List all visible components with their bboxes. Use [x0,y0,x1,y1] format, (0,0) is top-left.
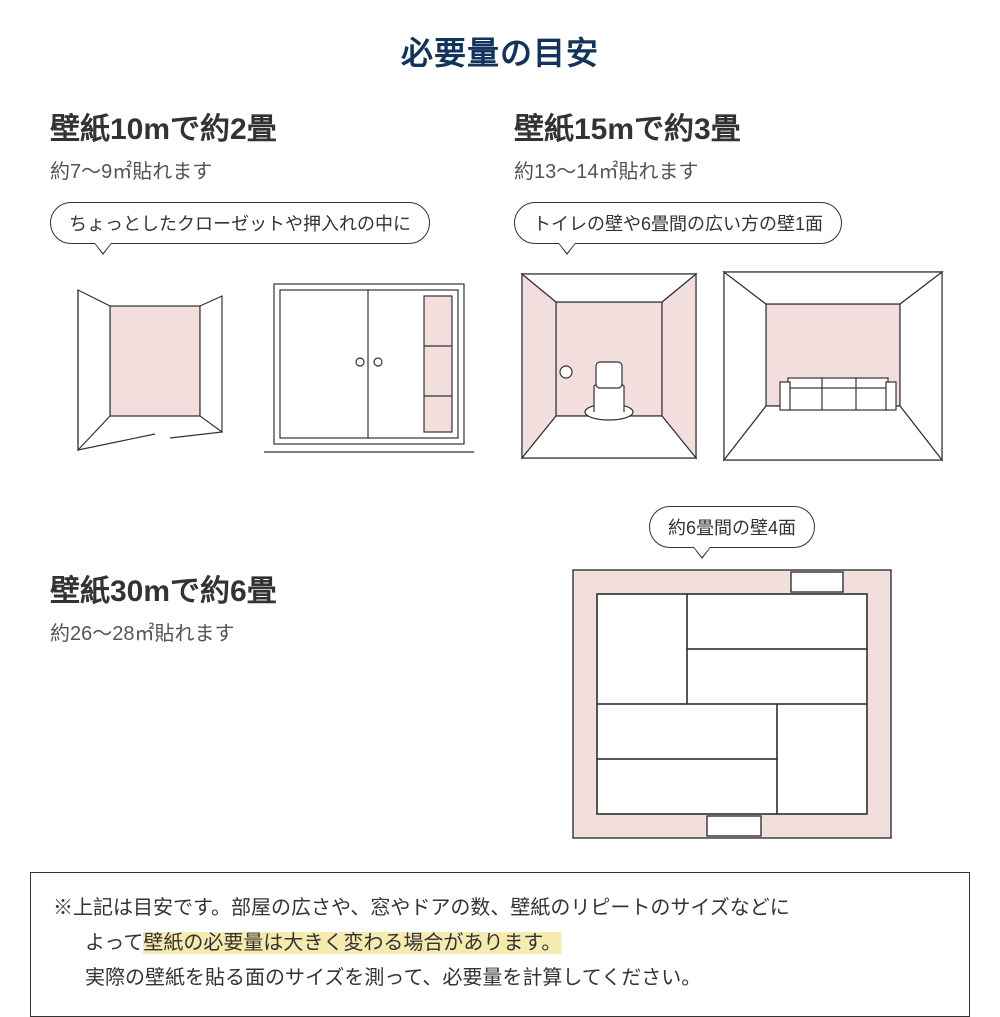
oshiire-illustration [264,266,474,466]
notice-highlight: 壁紙の必要量は大きく変わる場合があります。 [143,932,561,954]
section-15m: 壁紙15mで約3畳 約13〜14㎡貼れます トイレの壁や6畳間の広い方の壁1面 [514,110,950,466]
section-10m-title: 壁紙10mで約2畳 [50,110,486,149]
toilet-room-illustration [514,266,704,466]
section-30m-row: 壁紙30mで約6畳 約26〜28㎡貼れます 約6畳間の壁4面 [0,490,1000,844]
page-title: 必要量の目安 [0,0,1000,74]
section-30m-right: 約6畳間の壁4面 [514,500,950,844]
section-30m-sub: 約26〜28㎡貼れます [50,617,486,646]
sections-grid: 壁紙10mで約2畳 約7〜9㎡貼れます ちょっとしたクローゼットや押入れの中に [0,74,1000,490]
floorplan-illustration [567,564,897,844]
section-15m-title: 壁紙15mで約3畳 [514,110,950,149]
section-30m-title: 壁紙30mで約6畳 [50,572,486,611]
section-10m-illustrations [50,266,486,466]
section-10m-sub: 約7〜9㎡貼れます [50,155,486,184]
section-30m: 壁紙30mで約6畳 約26〜28㎡貼れます [50,500,486,646]
notice-line-2-pre: よって [85,932,143,954]
section-10m: 壁紙10mで約2畳 約7〜9㎡貼れます ちょっとしたクローゼットや押入れの中に [50,110,486,466]
section-15m-sub: 約13〜14㎡貼れます [514,155,950,184]
section-30m-bubble: 約6畳間の壁4面 [649,506,815,548]
section-15m-illustrations [514,266,950,466]
notice-line-1: ※上記は目安です。部屋の広さや、窓やドアの数、壁紙のリピートのサイズなどに [53,891,947,926]
section-10m-bubble: ちょっとしたクローゼットや押入れの中に [50,202,430,244]
closet-illustration [50,266,250,466]
notice-line-2: よって壁紙の必要量は大きく変わる場合があります。 [53,926,947,961]
section-15m-bubble: トイレの壁や6畳間の広い方の壁1面 [514,202,842,244]
room-one-wall-illustration [718,266,948,466]
notice-line-3: 実際の壁紙を貼る面のサイズを測って、必要量を計算してください。 [53,961,947,996]
notice-box: ※上記は目安です。部屋の広さや、窓やドアの数、壁紙のリピートのサイズなどに よっ… [30,872,970,1017]
